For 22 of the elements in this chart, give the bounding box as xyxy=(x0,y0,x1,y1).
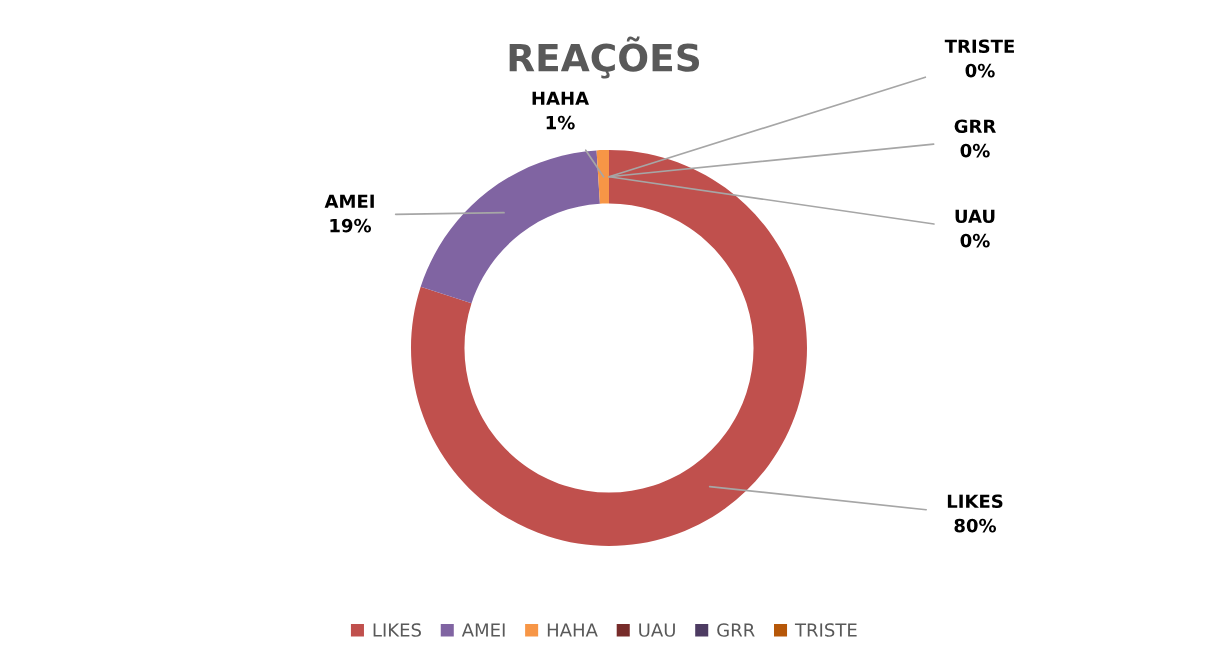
data-label: 80% xyxy=(954,518,997,533)
donut-slice xyxy=(420,150,600,304)
category-label: GRR xyxy=(954,119,996,134)
donut-slice xyxy=(411,150,807,546)
chart-title: REAÇÕES xyxy=(509,36,700,79)
donut-slice xyxy=(596,150,609,204)
legend-label: UAU xyxy=(639,623,675,637)
slice-label: AMEI xyxy=(324,194,374,208)
category-label: UAU xyxy=(955,209,995,224)
legend-label: TRISTE xyxy=(794,623,857,637)
data-label: 1% xyxy=(546,115,575,130)
category-label: TRISTE xyxy=(944,39,1014,54)
legend-label: AMEI xyxy=(461,623,505,637)
slice-label: LIKES xyxy=(947,494,1003,509)
text: 0% xyxy=(960,143,990,158)
legend-label: LIKES xyxy=(373,623,421,637)
text: 0% xyxy=(960,233,990,248)
legend-label: HAHA xyxy=(547,623,598,637)
legend-label: GRR xyxy=(717,623,755,637)
slice-label: HAHA xyxy=(532,91,589,105)
text: 0% xyxy=(965,63,995,78)
data-label: 19% xyxy=(330,218,372,233)
